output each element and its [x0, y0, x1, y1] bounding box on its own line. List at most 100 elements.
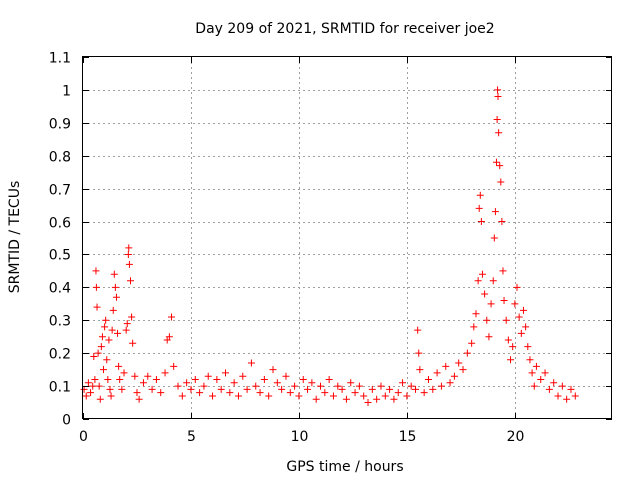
data-point: [429, 385, 437, 393]
data-point: [478, 270, 486, 278]
data-point: [474, 277, 482, 285]
data-point: [483, 316, 491, 324]
data-point: [403, 392, 411, 400]
data-point: [92, 267, 100, 275]
data-point: [386, 385, 394, 393]
data-point: [183, 379, 191, 387]
y-axis-label: SRMTID / TECUs: [7, 181, 23, 294]
data-point: [342, 395, 350, 403]
data-point: [528, 369, 536, 377]
data-point: [102, 316, 110, 324]
data-point: [517, 329, 525, 337]
x-tick-label: 20: [507, 429, 525, 445]
data-point: [196, 389, 204, 397]
data-point: [139, 379, 147, 387]
data-point: [477, 218, 485, 226]
data-point: [84, 379, 92, 387]
data-point: [239, 372, 247, 380]
data-point: [494, 86, 502, 94]
data-point: [265, 392, 273, 400]
data-point: [187, 385, 195, 393]
axis-ticks: [83, 57, 612, 420]
data-point: [550, 379, 558, 387]
data-point: [200, 382, 208, 390]
data-point: [260, 376, 268, 384]
data-point: [312, 395, 320, 403]
data-point: [178, 392, 186, 400]
data-point: [450, 372, 458, 380]
y-tick-label: 0.2: [49, 347, 71, 363]
data-point: [217, 385, 225, 393]
data-point: [571, 392, 579, 400]
data-point: [541, 369, 549, 377]
data-point: [420, 389, 428, 397]
grid-lines: [83, 57, 612, 419]
data-point: [209, 392, 217, 400]
data-point: [269, 366, 277, 374]
data-point: [103, 356, 111, 364]
data-point: [399, 379, 407, 387]
data-point: [87, 389, 95, 397]
data-point: [118, 385, 126, 393]
data-point: [509, 343, 517, 351]
data-point: [329, 392, 337, 400]
data-point: [507, 356, 515, 364]
data-point: [115, 362, 123, 370]
data-point: [93, 303, 101, 311]
data-point: [304, 385, 312, 393]
data-point: [502, 316, 510, 324]
data-point: [94, 349, 102, 357]
y-tick-label: 0.8: [49, 150, 71, 166]
y-tick-label: 0.9: [49, 117, 71, 133]
data-point: [101, 323, 109, 331]
data-point: [519, 306, 527, 314]
data-point: [152, 376, 160, 384]
data-point: [114, 329, 122, 337]
data-point: [252, 382, 260, 390]
data-point: [286, 389, 294, 397]
data-point: [122, 326, 130, 334]
data-point: [494, 92, 502, 100]
data-points: [80, 86, 579, 407]
y-tick-label: 0: [62, 413, 71, 429]
y-tick-label: 1: [62, 84, 71, 100]
data-point: [442, 362, 450, 370]
data-point: [351, 389, 359, 397]
data-point: [415, 349, 423, 357]
y-tick-label: 0.6: [49, 216, 71, 232]
data-point: [125, 244, 133, 252]
data-point: [129, 339, 137, 347]
data-point: [291, 382, 299, 390]
data-point: [368, 385, 376, 393]
data-point: [191, 376, 199, 384]
data-point: [463, 349, 471, 357]
data-point: [109, 306, 117, 314]
data-point: [495, 129, 503, 137]
data-point: [110, 270, 118, 278]
data-point: [347, 379, 355, 387]
data-point: [95, 382, 103, 390]
data-point: [476, 191, 484, 199]
data-point: [455, 359, 463, 367]
data-point: [107, 392, 115, 400]
data-point: [496, 162, 504, 170]
data-point: [273, 379, 281, 387]
data-point: [295, 392, 303, 400]
data-point: [82, 392, 90, 400]
data-point: [92, 283, 100, 291]
data-point: [135, 395, 143, 403]
data-point: [256, 389, 264, 397]
data-point: [106, 385, 114, 393]
data-point: [128, 313, 136, 321]
data-point: [89, 382, 97, 390]
data-point: [407, 382, 415, 390]
data-point: [100, 366, 108, 374]
data-point: [168, 313, 176, 321]
data-point: [416, 366, 424, 374]
data-point: [497, 178, 505, 186]
data-point: [127, 277, 135, 285]
data-point: [489, 277, 497, 285]
data-point: [230, 379, 238, 387]
data-point: [498, 218, 506, 226]
data-point: [123, 320, 131, 328]
